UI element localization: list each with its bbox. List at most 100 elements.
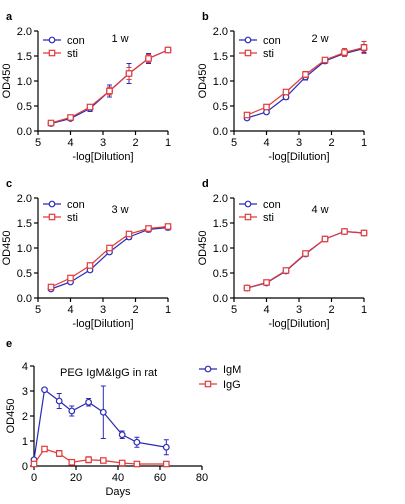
data-point [243,111,251,119]
x-tick-label: 2 [132,304,138,316]
y-tick-label: 0.0 [17,293,32,305]
x-tick-label: 4 [67,137,73,149]
y-tick-label: 4 [22,361,28,373]
series-con: con [43,35,172,127]
y-tick-label: 2.0 [213,26,228,38]
y-tick-label: 1.5 [17,218,32,230]
x-tick-label: 2 [132,137,138,149]
data-point [47,283,55,291]
y-tick-label: 1.5 [213,51,228,63]
y-tick-label: 1 [22,436,28,448]
legend-marker [244,213,252,221]
y-tick-label: 0.5 [213,101,228,113]
data-point [125,230,133,238]
panel-b: 5 4 3 2 1 0.0 0.5 1.0 1.5 2.0 -log[Dilution] OD450 b… [197,11,368,163]
legend-marker [48,200,56,208]
data-point [30,460,38,468]
data-point [133,438,141,446]
legend-label: con [67,35,85,47]
x-tick-label: 4 [263,137,269,149]
y-tick-label: 2 [22,411,28,423]
data-point [302,71,309,78]
data-point [341,49,348,56]
x-tick-label: 5 [231,137,237,149]
data-point [263,103,270,111]
data-point [162,443,170,451]
data-point [360,229,368,237]
data-point [67,114,74,121]
panel-letter: d [202,178,209,190]
data-point [68,407,76,415]
series-IgM: IgM [30,364,241,464]
data-point [164,46,172,54]
data-point [360,44,368,51]
x-tick-label: 4 [263,304,269,316]
legend-label: sti [263,212,274,224]
y-tick-label: 0.5 [17,101,32,113]
data-point [67,274,74,282]
x-tick-label: 5 [231,304,237,316]
legend-marker [48,213,56,221]
data-point [321,235,329,243]
data-point [85,398,92,406]
y-axis-title: OD450 [197,231,209,266]
panel-title: 3 w [111,204,128,216]
y-tick-label: 3 [22,386,28,398]
x-tick-label: 80 [196,472,208,484]
data-point [85,456,92,464]
y-tick-label: 1.5 [213,218,228,230]
legend-label: sti [263,48,274,60]
data-point [106,87,113,95]
panel-letter: b [202,11,209,23]
legend-marker [244,49,252,57]
y-axis-title: OD450 [1,231,13,266]
data-point [145,55,152,62]
legend-marker [204,380,212,388]
y-tick-label: 1.0 [17,243,32,255]
x-tick-label: 20 [70,472,82,484]
x-tick-label: 1 [165,137,171,149]
series-con: con [239,35,368,122]
legend-label: sti [67,48,78,60]
panel-e: 0 20 40 60 80 0 1 2 3 4 Days OD450 e PEG IgM&IgG in r… [5,338,241,498]
series-sti: sti [239,41,368,119]
series-line [33,388,167,460]
series-sti: sti [239,212,368,292]
data-point [99,457,107,464]
data-point [145,225,152,232]
y-axis-title: OD450 [1,64,13,99]
y-tick-label: 0 [22,461,28,473]
data-point [125,70,133,77]
legend-label: sti [67,212,78,224]
legend-label: IgG [223,379,241,391]
data-point [86,103,94,111]
series-sti: sti [43,46,172,127]
x-tick-label: 1 [165,304,171,316]
panel-letter: a [6,11,13,23]
data-point [41,445,48,453]
x-axis-title: -log[Dilution] [268,318,329,330]
data-point [282,267,290,274]
y-tick-label: 1.0 [213,76,228,88]
y-tick-label: 2.0 [213,193,228,205]
x-tick-label: 3 [296,304,302,316]
legend-marker [48,36,56,44]
data-point [99,408,107,416]
y-tick-label: 2.0 [17,26,32,38]
y-tick-label: 0.0 [213,293,228,305]
panel-a: 5 4 3 2 1 0.0 0.5 1.0 1.5 2.0 -log[Dilution] OD450 a… [1,11,172,163]
y-tick-label: 0.0 [17,126,32,138]
x-axis-title: -log[Dilution] [268,151,329,163]
legend-marker [48,49,56,57]
legend-marker [244,200,252,208]
legend-label: con [263,35,281,47]
y-tick-label: 0.5 [213,268,228,280]
x-tick-label: 2 [328,304,334,316]
y-tick-label: 0.0 [213,126,228,138]
data-point [118,431,126,439]
data-point [55,450,63,457]
data-point [164,223,172,230]
panel-letter: e [6,338,12,350]
panel-title: 2 w [311,33,328,45]
panel-c: 5 4 3 2 1 0.0 0.5 1.0 1.5 2.0 -log[Dilution] OD450 c… [1,178,172,330]
